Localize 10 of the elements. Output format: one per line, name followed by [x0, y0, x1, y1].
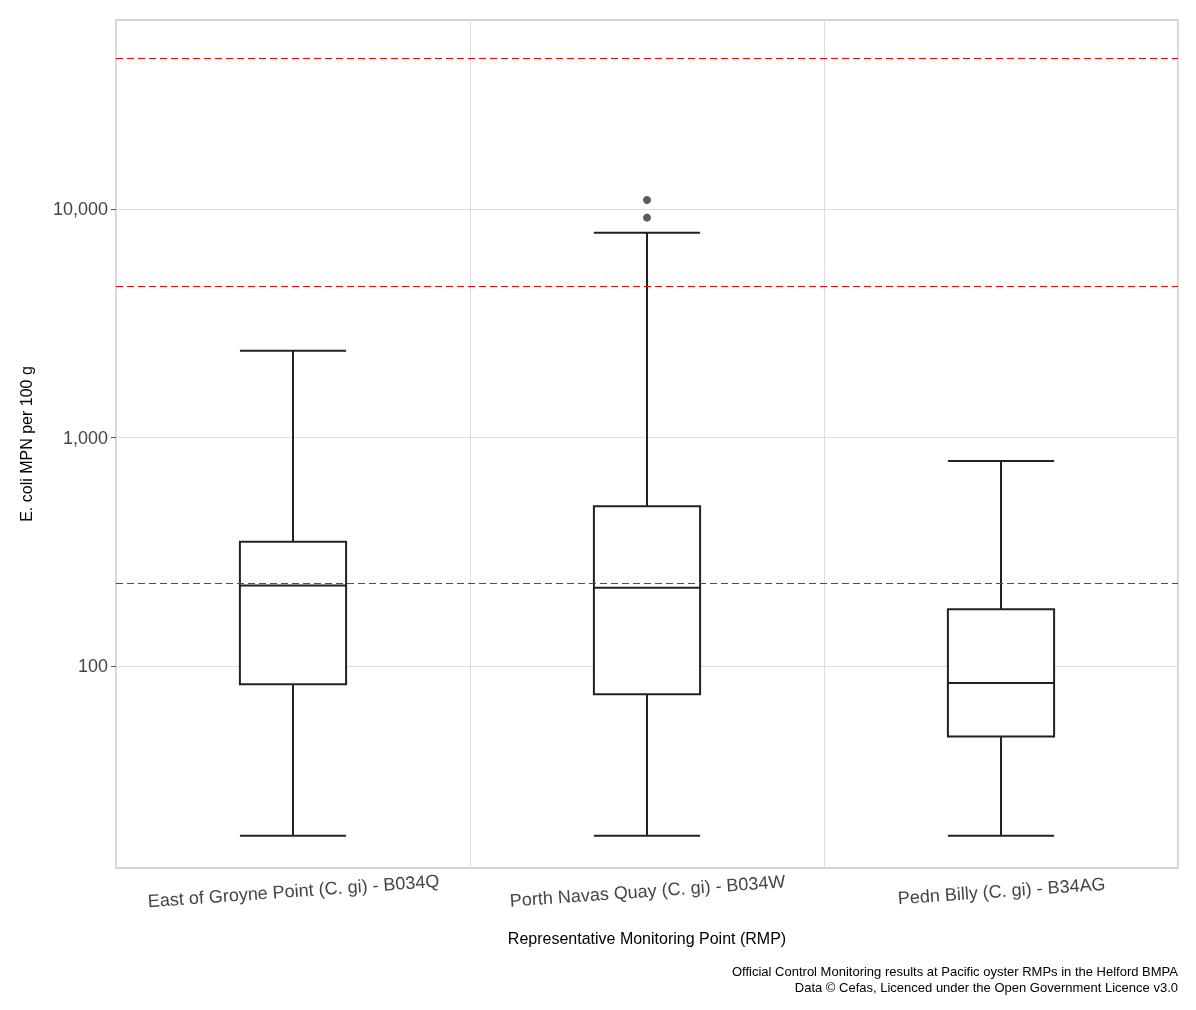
y-tick-label: 1,000 [62, 427, 108, 448]
x-axis-title: Representative Monitoring Point (RMP) [507, 929, 787, 947]
x-tick-label: Pedn Billy (C. gi) - B34AG [897, 873, 1107, 909]
y-tick-label: 100 [77, 655, 108, 676]
y-axis-title: E. coli MPN per 100 g [17, 366, 35, 522]
text: Data © Cefas, Licenced under the Open Government Licence v3.0 [794, 980, 1178, 995]
y-tick-label: 10,000 [52, 199, 108, 220]
text: Official Control Monitoring results at Pacific oyster RMPs in the Helford BMPA [731, 964, 1179, 979]
x-tick-label: East of Groyne Point (C. gi) - B034Q [147, 870, 441, 912]
x-tick-label: Porth Navas Quay (C. gi) - B034W [509, 871, 787, 911]
